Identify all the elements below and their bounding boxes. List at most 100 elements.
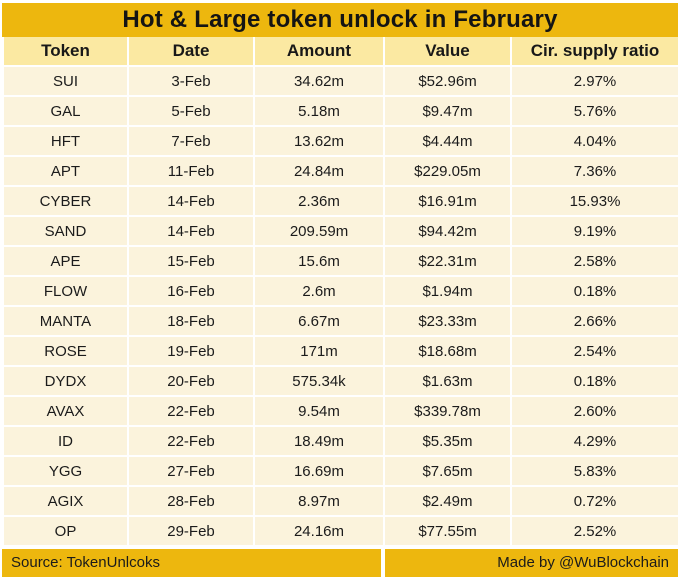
cell-value: $77.55m	[383, 515, 512, 547]
table-row: AVAX 22-Feb 9.54m $339.78m 2.60%	[2, 395, 680, 427]
cell-date: 28-Feb	[127, 485, 255, 517]
cell-token: GAL	[2, 95, 129, 127]
cell-date: 22-Feb	[127, 425, 255, 457]
cell-supply-ratio: 0.18%	[510, 275, 680, 307]
cell-date: 3-Feb	[127, 65, 255, 97]
cell-date: 14-Feb	[127, 185, 255, 217]
cell-supply-ratio: 5.83%	[510, 455, 680, 487]
footer-divider	[381, 549, 385, 577]
cell-date: 18-Feb	[127, 305, 255, 337]
cell-token: OP	[2, 515, 129, 547]
table-header: Token Date Amount Value Cir. supply rati…	[2, 37, 680, 67]
cell-date: 29-Feb	[127, 515, 255, 547]
cell-token: YGG	[2, 455, 129, 487]
cell-amount: 34.62m	[253, 65, 385, 97]
cell-token: CYBER	[2, 185, 129, 217]
cell-token: SUI	[2, 65, 129, 97]
cell-date: 14-Feb	[127, 215, 255, 247]
cell-amount: 16.69m	[253, 455, 385, 487]
table-row: GAL 5-Feb 5.18m $9.47m 5.76%	[2, 95, 680, 127]
cell-date: 27-Feb	[127, 455, 255, 487]
col-header-amount: Amount	[253, 37, 385, 67]
cell-amount: 5.18m	[253, 95, 385, 127]
cell-amount: 24.16m	[253, 515, 385, 547]
cell-value: $94.42m	[383, 215, 512, 247]
cell-amount: 171m	[253, 335, 385, 367]
cell-token: AVAX	[2, 395, 129, 427]
cell-value: $16.91m	[383, 185, 512, 217]
table-body: SUI 3-Feb 34.62m $52.96m 2.97% GAL 5-Feb 5.18m $…	[2, 65, 680, 547]
cell-token: DYDX	[2, 365, 129, 397]
cell-value: $229.05m	[383, 155, 512, 187]
cell-date: 20-Feb	[127, 365, 255, 397]
cell-supply-ratio: 9.19%	[510, 215, 680, 247]
cell-date: 15-Feb	[127, 245, 255, 277]
cell-supply-ratio: 0.72%	[510, 485, 680, 517]
table-row: CYBER 14-Feb 2.36m $16.91m 15.93%	[2, 185, 680, 217]
table-row: DYDX 20-Feb 575.34k $1.63m 0.18%	[2, 365, 680, 397]
table-row: APT 11-Feb 24.84m $229.05m 7.36%	[2, 155, 680, 187]
cell-value: $18.68m	[383, 335, 512, 367]
cell-value: $1.63m	[383, 365, 512, 397]
cell-supply-ratio: 4.29%	[510, 425, 680, 457]
table-row: YGG 27-Feb 16.69m $7.65m 5.83%	[2, 455, 680, 487]
cell-token: APT	[2, 155, 129, 187]
cell-token: SAND	[2, 215, 129, 247]
col-header-supply-ratio: Cir. supply ratio	[510, 37, 680, 67]
col-header-date: Date	[127, 37, 255, 67]
table-row: HFT 7-Feb 13.62m $4.44m 4.04%	[2, 125, 680, 157]
cell-token: MANTA	[2, 305, 129, 337]
cell-amount: 2.36m	[253, 185, 385, 217]
cell-amount: 9.54m	[253, 395, 385, 427]
cell-date: 22-Feb	[127, 395, 255, 427]
cell-date: 19-Feb	[127, 335, 255, 367]
cell-supply-ratio: 4.04%	[510, 125, 680, 157]
cell-supply-ratio: 2.97%	[510, 65, 680, 97]
cell-token: AGIX	[2, 485, 129, 517]
cell-supply-ratio: 7.36%	[510, 155, 680, 187]
cell-value: $7.65m	[383, 455, 512, 487]
col-header-value: Value	[383, 37, 512, 67]
cell-amount: 209.59m	[253, 215, 385, 247]
credit-label: Made by @WuBlockchain	[385, 549, 678, 577]
cell-amount: 15.6m	[253, 245, 385, 277]
cell-token: FLOW	[2, 275, 129, 307]
cell-value: $339.78m	[383, 395, 512, 427]
source-label: Source: TokenUnlcoks	[2, 549, 381, 577]
cell-supply-ratio: 5.76%	[510, 95, 680, 127]
table-row: MANTA 18-Feb 6.67m $23.33m 2.66%	[2, 305, 680, 337]
header-row: Token Date Amount Value Cir. supply rati…	[2, 37, 680, 67]
cell-date: 7-Feb	[127, 125, 255, 157]
table-row: FLOW 16-Feb 2.6m $1.94m 0.18%	[2, 275, 680, 307]
cell-supply-ratio: 2.58%	[510, 245, 680, 277]
cell-value: $22.31m	[383, 245, 512, 277]
cell-value: $52.96m	[383, 65, 512, 97]
col-header-token: Token	[2, 37, 129, 67]
table-row: OP 29-Feb 24.16m $77.55m 2.52%	[2, 515, 680, 547]
table-row: SAND 14-Feb 209.59m $94.42m 9.19%	[2, 215, 680, 247]
cell-date: 5-Feb	[127, 95, 255, 127]
cell-amount: 18.49m	[253, 425, 385, 457]
cell-supply-ratio: 2.54%	[510, 335, 680, 367]
cell-supply-ratio: 0.18%	[510, 365, 680, 397]
token-unlock-table: Token Date Amount Value Cir. supply rati…	[2, 37, 680, 547]
footer: Source: TokenUnlcoks Made by @WuBlockcha…	[2, 549, 678, 577]
cell-amount: 24.84m	[253, 155, 385, 187]
table-row: AGIX 28-Feb 8.97m $2.49m 0.72%	[2, 485, 680, 517]
cell-value: $4.44m	[383, 125, 512, 157]
cell-amount: 8.97m	[253, 485, 385, 517]
cell-token: ROSE	[2, 335, 129, 367]
cell-supply-ratio: 15.93%	[510, 185, 680, 217]
cell-value: $1.94m	[383, 275, 512, 307]
table-row: SUI 3-Feb 34.62m $52.96m 2.97%	[2, 65, 680, 97]
cell-token: APE	[2, 245, 129, 277]
cell-amount: 6.67m	[253, 305, 385, 337]
cell-supply-ratio: 2.66%	[510, 305, 680, 337]
cell-amount: 13.62m	[253, 125, 385, 157]
cell-value: $23.33m	[383, 305, 512, 337]
cell-amount: 2.6m	[253, 275, 385, 307]
cell-token: HFT	[2, 125, 129, 157]
page-title: Hot & Large token unlock in February	[2, 3, 678, 37]
cell-date: 16-Feb	[127, 275, 255, 307]
